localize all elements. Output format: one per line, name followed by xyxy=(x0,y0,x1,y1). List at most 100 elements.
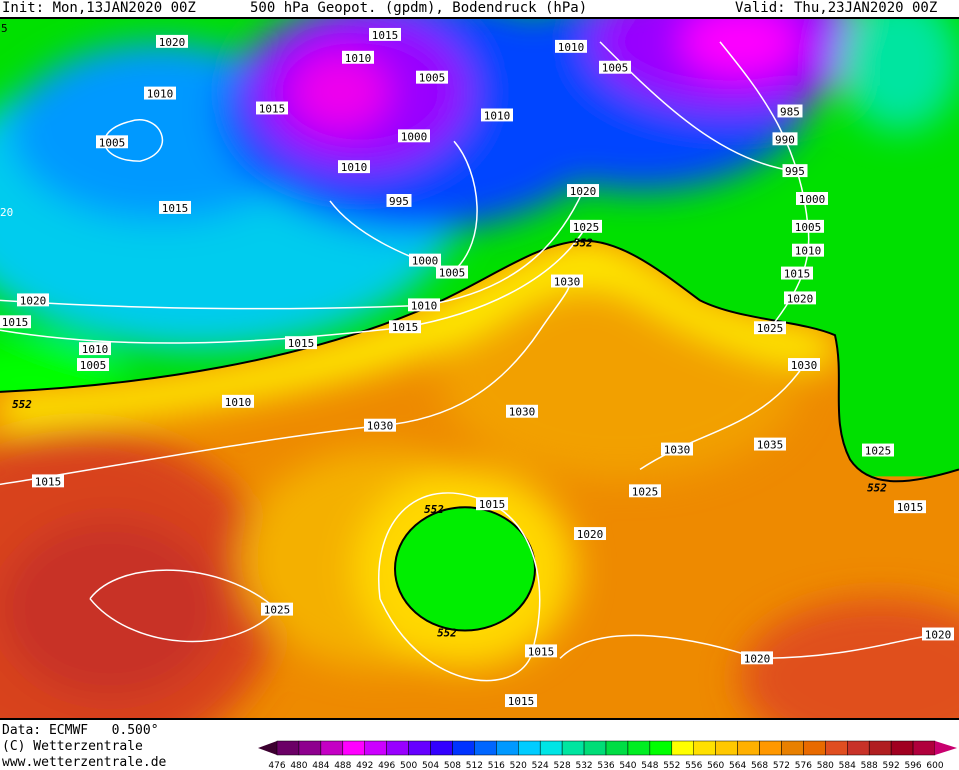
legend-swatch xyxy=(539,740,563,756)
svg-text:1005: 1005 xyxy=(99,136,125,149)
isobar-label: 1005 xyxy=(599,60,631,75)
isobar-label: 1020 xyxy=(922,627,954,641)
isobar-labels: 1015101010101005100510201010101510051010… xyxy=(0,27,954,708)
svg-text:1025: 1025 xyxy=(573,221,599,234)
legend-label: 512 xyxy=(466,761,483,770)
legend-label: 480 xyxy=(290,761,307,770)
legend-label: 596 xyxy=(904,761,921,770)
legend-label: 508 xyxy=(444,761,461,770)
legend-swatch xyxy=(452,740,475,756)
svg-text:1010: 1010 xyxy=(82,343,108,356)
isobar-label: 1020 xyxy=(17,293,49,307)
legend-label: 556 xyxy=(685,761,702,770)
legend-label: 592 xyxy=(883,761,900,770)
isobar-label: 1030 xyxy=(661,442,693,457)
isobar-label: 1010 xyxy=(342,50,374,65)
isobar-label: 1015 xyxy=(32,474,64,488)
svg-text:1030: 1030 xyxy=(367,420,393,433)
isobar-label: 985 xyxy=(777,104,803,118)
legend-swatch xyxy=(430,740,453,756)
svg-text:1025: 1025 xyxy=(264,604,290,617)
legend-swatch xyxy=(825,740,848,756)
header: Init: Mon,13JAN2020 00Z 500 hPa Geopot. … xyxy=(0,0,959,17)
svg-text:1010: 1010 xyxy=(147,88,173,101)
legend-swatch xyxy=(561,740,585,756)
legend-swatch xyxy=(276,740,300,756)
isobar-label: 1015 xyxy=(369,27,401,42)
svg-text:1015: 1015 xyxy=(372,29,398,42)
svg-text:1015: 1015 xyxy=(162,202,188,215)
legend-swatch xyxy=(912,740,936,756)
weather-map: 1015101010101005100510201010101510051010… xyxy=(0,17,959,720)
geopot-label: 552 xyxy=(424,503,444,516)
svg-text:1015: 1015 xyxy=(35,475,61,488)
legend-label: 484 xyxy=(312,761,329,770)
geopot-label: 552 xyxy=(867,481,887,494)
isobar-label: 1015 xyxy=(525,644,557,658)
isobar-label: 1000 xyxy=(796,192,828,206)
legend-label: 476 xyxy=(268,761,285,770)
svg-text:1010: 1010 xyxy=(795,245,821,258)
svg-text:1020: 1020 xyxy=(20,294,46,307)
isobar-label: 1010 xyxy=(144,86,176,101)
svg-text:1010: 1010 xyxy=(558,41,584,54)
isobar-label: 1015 xyxy=(505,694,537,708)
legend-swatch xyxy=(320,740,344,756)
legend-label: 572 xyxy=(773,761,790,770)
init-time: Init: Mon,13JAN2020 00Z xyxy=(2,0,196,16)
legend-swatch xyxy=(759,740,782,756)
isobar-label: 1025 xyxy=(629,484,661,498)
isobar-label: 1010 xyxy=(222,394,254,409)
legend-swatch xyxy=(671,740,694,756)
svg-text:1015: 1015 xyxy=(784,268,810,281)
legend-swatch xyxy=(408,740,431,756)
isobar-label: 1015 xyxy=(159,200,191,215)
geopot-label: 552 xyxy=(12,398,32,411)
svg-text:1020: 1020 xyxy=(787,292,813,305)
legend-swatch xyxy=(474,740,497,756)
isobar-label: 1025 xyxy=(862,443,894,457)
legend-swatch xyxy=(890,740,914,756)
svg-text:1005: 1005 xyxy=(795,221,821,234)
legend-high-arrow xyxy=(935,741,957,755)
isobar-label: 1035 xyxy=(754,437,786,452)
svg-text:1005: 1005 xyxy=(80,359,106,372)
isobar-label: 1030 xyxy=(364,418,396,433)
isobar-label: 1010 xyxy=(555,39,587,54)
isobar-label: 1015 xyxy=(781,266,813,281)
isobar-label: 1015 xyxy=(0,315,31,329)
legend-label: 496 xyxy=(378,761,395,770)
geopot-label: 552 xyxy=(437,626,457,639)
isobar-label: 1015 xyxy=(476,497,508,511)
svg-text:1015: 1015 xyxy=(259,102,285,115)
legend-label: 576 xyxy=(795,761,812,770)
legend-swatch xyxy=(386,740,409,756)
legend-label: 532 xyxy=(575,761,592,770)
svg-text:1010: 1010 xyxy=(225,396,251,409)
isobar-label: 1005 xyxy=(416,70,448,85)
isobar-label: 1010 xyxy=(408,298,440,312)
isobar-label: 995 xyxy=(386,193,412,208)
valid-time: Valid: Thu,23JAN2020 00Z xyxy=(735,0,938,16)
svg-text:1010: 1010 xyxy=(345,52,371,65)
svg-text:1020: 1020 xyxy=(925,628,951,641)
legend-label: 560 xyxy=(707,761,724,770)
isobar-label: 1025 xyxy=(261,602,293,617)
legend-swatch xyxy=(803,740,826,756)
svg-text:1000: 1000 xyxy=(401,130,427,143)
data-source: Data: ECMWF 0.500° xyxy=(2,723,159,738)
svg-text:1015: 1015 xyxy=(288,337,314,350)
isobar-label: 1000 xyxy=(398,129,430,143)
svg-text:1020: 1020 xyxy=(744,652,770,665)
svg-text:1000: 1000 xyxy=(799,193,825,206)
isobar-label: 1020 xyxy=(784,291,816,305)
legend-swatch xyxy=(364,740,387,756)
legend-label: 552 xyxy=(663,761,680,770)
legend-swatch xyxy=(737,740,760,756)
svg-text:1015: 1015 xyxy=(479,498,505,511)
legend-label: 540 xyxy=(619,761,636,770)
svg-text:1015: 1015 xyxy=(528,645,554,658)
isobar-label: 1005 xyxy=(77,358,109,372)
website-link[interactable]: www.wetterzentrale.de xyxy=(2,755,167,770)
isobar-label: 1005 xyxy=(792,219,824,234)
